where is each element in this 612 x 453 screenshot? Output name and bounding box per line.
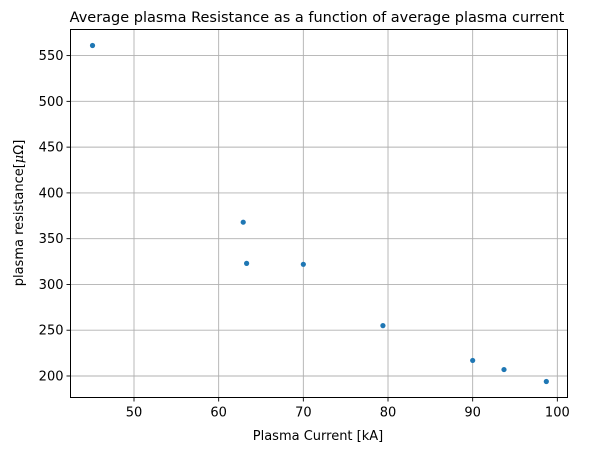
y-tick-label: 350 bbox=[39, 232, 64, 247]
y-tick-label: 200 bbox=[39, 369, 64, 384]
x-axis-ticks: 50 60 70 80 90 100 bbox=[126, 397, 570, 421]
x-tick-label: 70 bbox=[295, 406, 312, 421]
x-axis-label: Plasma Current [kA] bbox=[253, 429, 383, 444]
data-points bbox=[89, 42, 549, 385]
data-point bbox=[89, 42, 96, 49]
data-point bbox=[470, 357, 476, 364]
y-axis-label-omega: Ω bbox=[12, 145, 27, 155]
y-tick-label: 400 bbox=[39, 186, 64, 201]
data-point bbox=[300, 261, 306, 267]
data-point bbox=[501, 366, 507, 373]
y-axis-ticks: 200 250 300 350 400 450 500 550 bbox=[39, 49, 71, 384]
grid-lines bbox=[70, 29, 568, 398]
x-tick-label: 60 bbox=[210, 406, 227, 421]
chart-title: Average plasma Resistance as a function … bbox=[70, 10, 565, 26]
x-tick-label: 80 bbox=[380, 406, 397, 421]
data-point bbox=[543, 378, 549, 385]
y-tick-label: 550 bbox=[39, 49, 64, 64]
x-tick-label: 100 bbox=[545, 406, 570, 421]
y-axis-label-mu: μ bbox=[12, 155, 27, 163]
x-tick-label: 50 bbox=[126, 406, 143, 421]
y-axis-label-suffix: ] bbox=[12, 140, 27, 145]
data-point bbox=[244, 260, 250, 266]
y-axis-label-prefix: plasma resistance[ bbox=[12, 163, 27, 286]
y-tick-label: 250 bbox=[39, 324, 64, 339]
data-point bbox=[380, 323, 386, 329]
y-tick-label: 500 bbox=[39, 95, 64, 110]
y-tick-label: 450 bbox=[39, 141, 64, 156]
data-point bbox=[240, 219, 246, 225]
y-tick-label: 300 bbox=[39, 278, 64, 293]
y-axis-label: plasma resistance[μΩ] bbox=[12, 140, 27, 287]
plot-frame bbox=[70, 29, 568, 398]
x-tick-label: 90 bbox=[464, 406, 481, 421]
